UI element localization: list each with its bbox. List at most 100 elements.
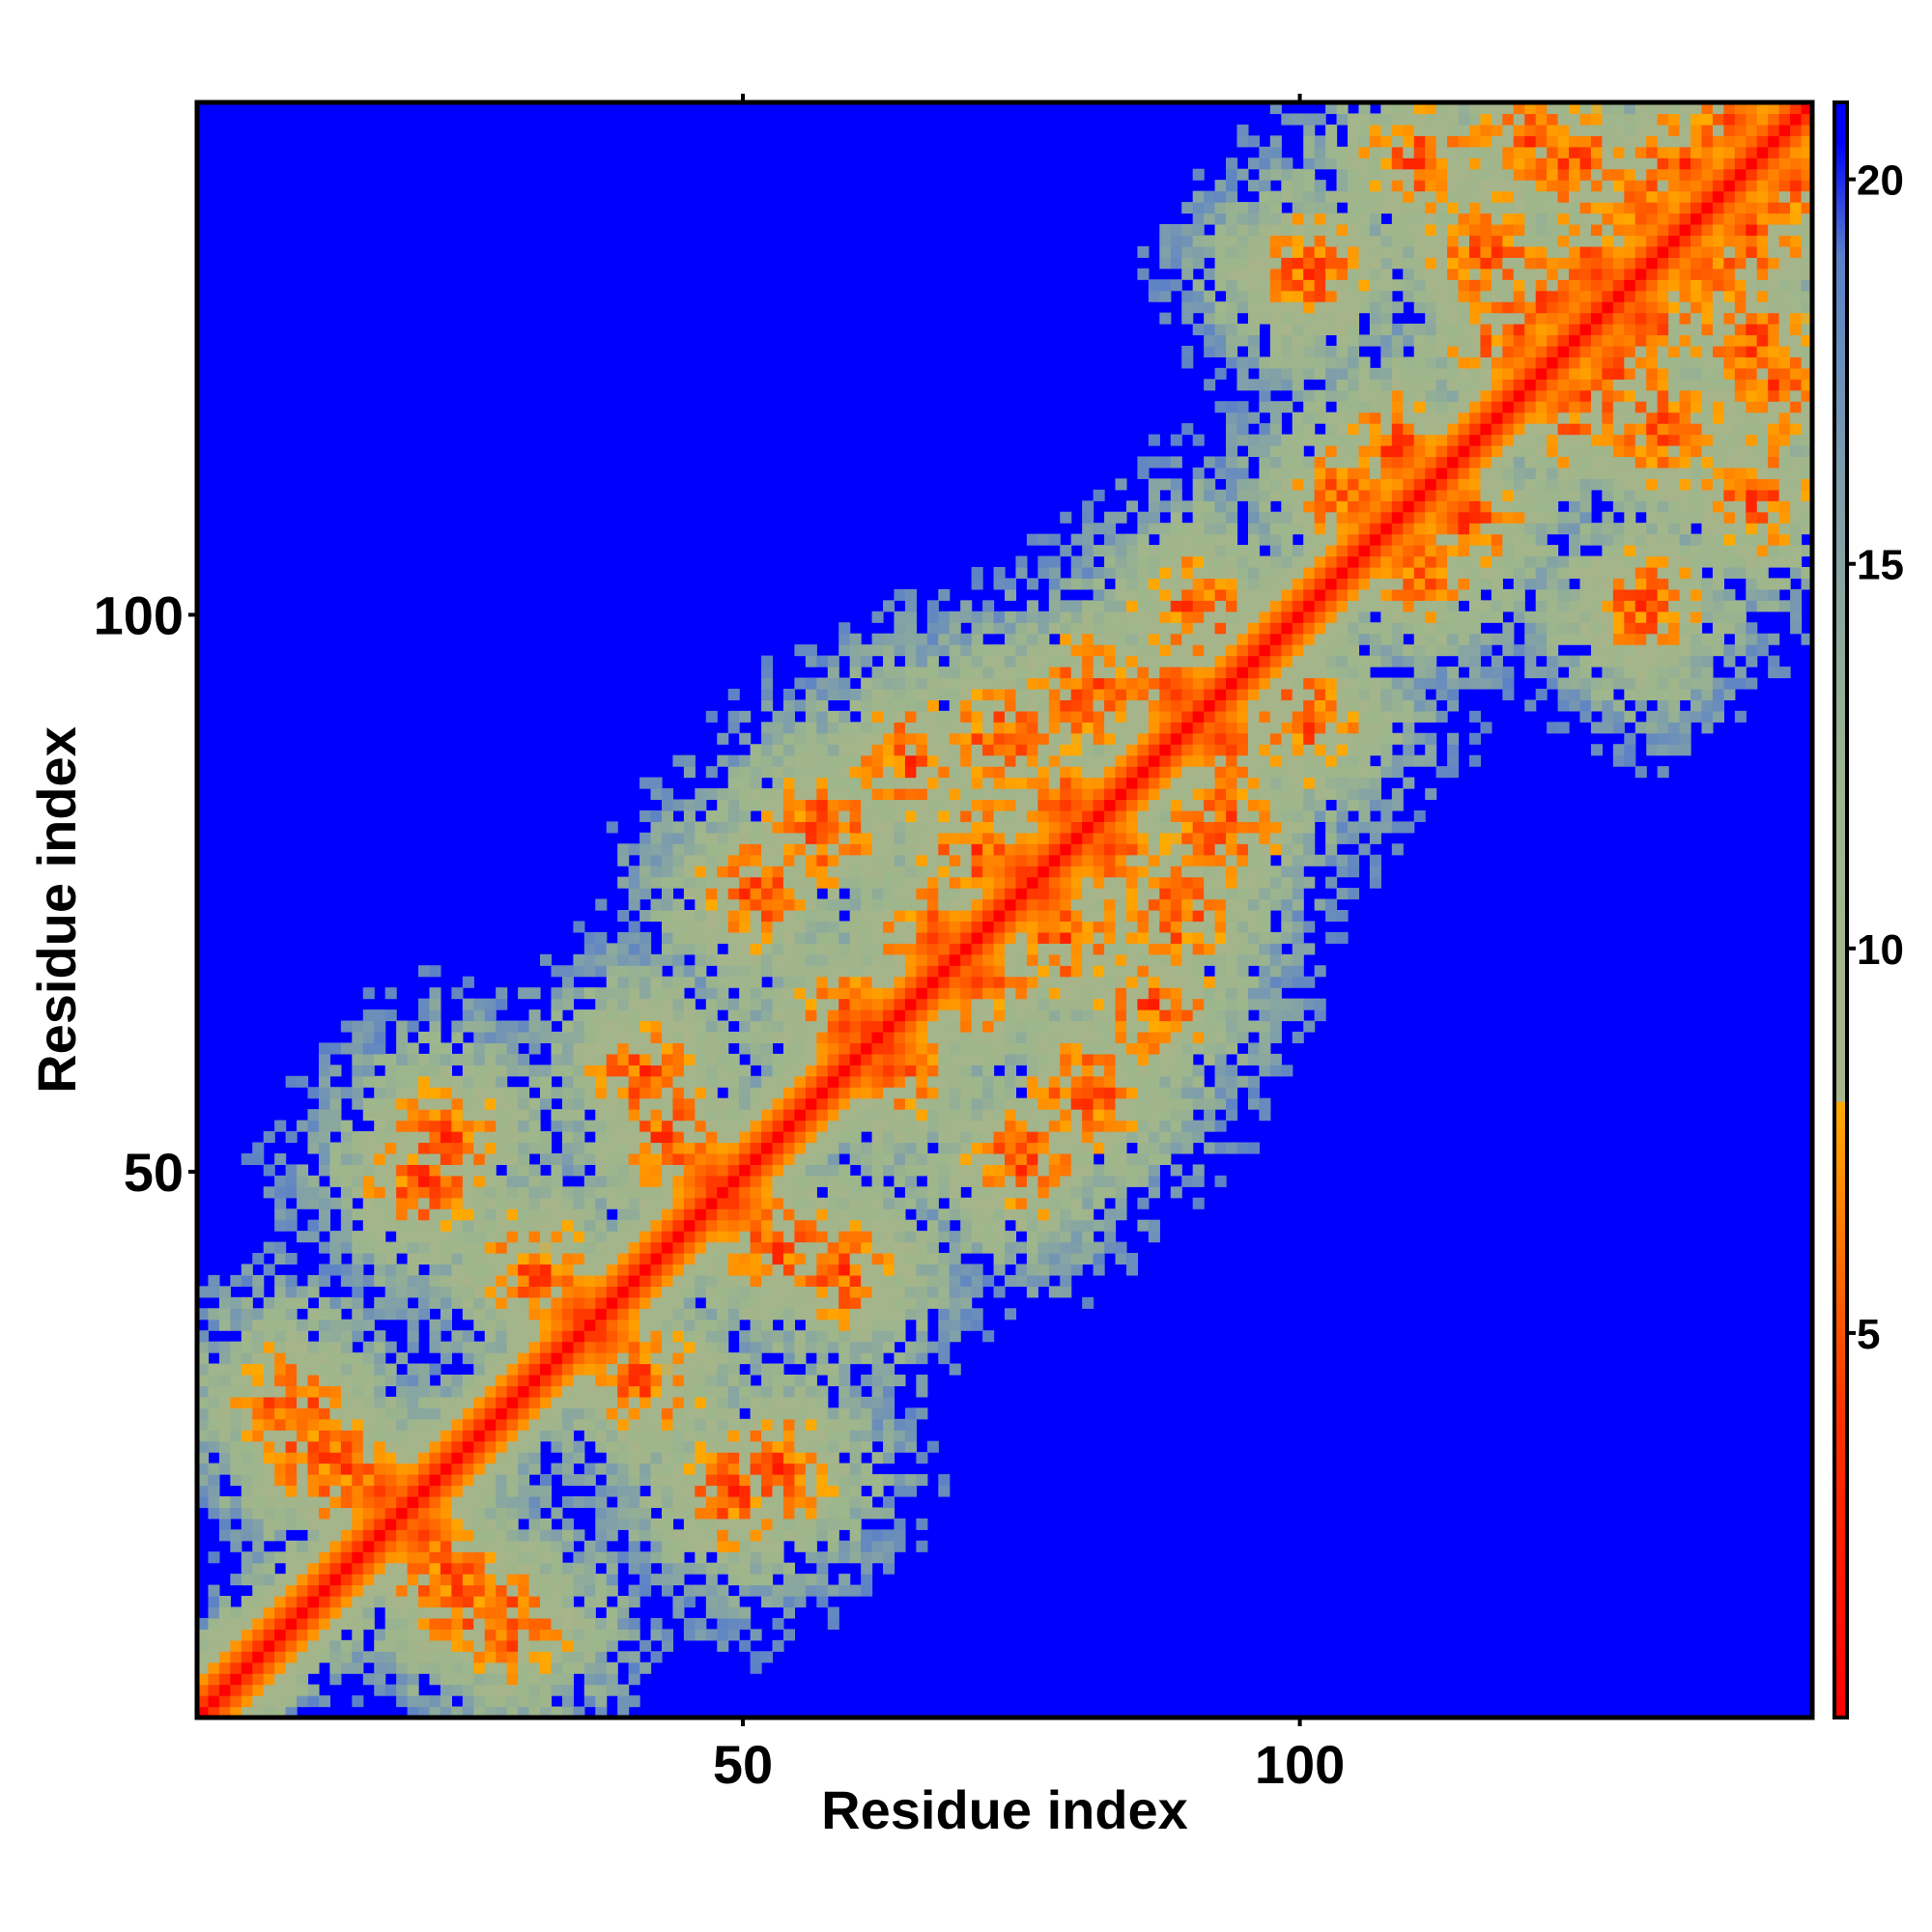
heatmap-cell	[606, 1562, 618, 1575]
heatmap-cell	[551, 1152, 563, 1165]
heatmap-cell	[727, 1518, 740, 1530]
heatmap-cell	[1060, 511, 1072, 524]
heatmap-cell	[838, 931, 851, 944]
heatmap-cell	[1037, 1152, 1050, 1165]
heatmap-cell	[904, 1418, 917, 1431]
heatmap-cell	[551, 1053, 563, 1065]
heatmap-cell	[971, 810, 983, 822]
heatmap-cell	[307, 1440, 320, 1453]
heatmap-cell	[695, 1274, 707, 1287]
heatmap-cell	[561, 1684, 574, 1696]
heatmap-cell	[805, 1319, 817, 1331]
heatmap-cell	[396, 1662, 409, 1674]
heatmap-cell	[362, 1075, 375, 1088]
heatmap-cell	[739, 1264, 752, 1276]
heatmap-cell	[782, 1253, 796, 1265]
heatmap-cell	[717, 1042, 729, 1055]
heatmap-cell	[993, 744, 1006, 756]
heatmap-cell	[1005, 677, 1017, 690]
heatmap-cell	[218, 1407, 231, 1420]
heatmap-cell	[639, 1219, 652, 1232]
heatmap-cell	[871, 710, 884, 723]
heatmap-cell	[761, 1518, 774, 1530]
heatmap-cell	[639, 1075, 652, 1088]
heatmap-cell	[650, 854, 663, 867]
heatmap-cell	[727, 1562, 740, 1575]
heatmap-cell	[750, 910, 762, 923]
heatmap-cell	[285, 1396, 298, 1408]
heatmap-cell	[871, 1319, 884, 1331]
heatmap-cell	[904, 1286, 917, 1298]
heatmap-cell	[805, 1186, 817, 1199]
heatmap-cell	[883, 1286, 895, 1298]
heatmap-cell	[352, 1540, 364, 1552]
heatmap-cell	[871, 1164, 884, 1177]
heatmap-cell	[384, 1197, 397, 1209]
heatmap-cell	[871, 1241, 884, 1254]
heatmap-cell	[949, 1286, 961, 1298]
heatmap-cell	[794, 1574, 807, 1586]
heatmap-cell	[1015, 943, 1028, 955]
heatmap-cell	[340, 1651, 353, 1663]
heatmap-cell	[628, 1363, 640, 1376]
heatmap-cell	[583, 1231, 596, 1243]
heatmap-cell	[484, 1418, 497, 1431]
heatmap-cell	[595, 1296, 608, 1309]
heatmap-cell	[528, 1075, 541, 1088]
heatmap-cell	[904, 677, 917, 690]
heatmap-cell	[540, 1596, 553, 1608]
heatmap-cell	[307, 1662, 320, 1674]
heatmap-cell	[960, 1087, 973, 1099]
heatmap-cell	[904, 732, 917, 745]
heatmap-cell	[816, 1042, 829, 1055]
heatmap-cell	[683, 821, 696, 834]
heatmap-cell	[208, 1418, 220, 1431]
heatmap-cell	[916, 1518, 928, 1530]
heatmap-cell	[352, 1241, 364, 1254]
heatmap-cell	[396, 1120, 409, 1132]
heatmap-cell	[982, 1231, 995, 1243]
heatmap-cell	[462, 1374, 474, 1387]
heatmap-cell	[727, 1197, 740, 1209]
heatmap-cell	[661, 1109, 674, 1122]
heatmap-cell	[926, 1253, 939, 1265]
heatmap-cell	[208, 1639, 220, 1652]
heatmap-cell	[208, 1651, 220, 1663]
heatmap-cell	[705, 888, 718, 900]
heatmap-cell	[551, 1396, 563, 1408]
heatmap-cell	[1015, 1031, 1028, 1044]
heatmap-cell	[218, 1286, 231, 1298]
heatmap-cell	[993, 1042, 1006, 1055]
heatmap-cell	[528, 1363, 541, 1376]
heatmap-cell	[672, 998, 685, 1010]
heatmap-cell	[374, 1330, 386, 1343]
heatmap-cell	[916, 1308, 928, 1321]
heatmap-cell	[1026, 622, 1038, 635]
heatmap-cell	[894, 722, 906, 734]
heatmap-cell	[827, 799, 839, 811]
heatmap-cell	[650, 1152, 663, 1165]
heatmap-cell	[871, 1087, 884, 1099]
heatmap-cell	[705, 1053, 718, 1065]
heatmap-cell	[982, 1152, 995, 1165]
heatmap-cell	[473, 1120, 486, 1132]
heatmap-cell	[827, 1208, 839, 1221]
heatmap-cell	[396, 1109, 409, 1122]
heatmap-cell	[484, 1264, 497, 1276]
heatmap-cell	[484, 1452, 497, 1464]
heatmap-cell	[717, 1253, 729, 1265]
heatmap-cell	[462, 1087, 474, 1099]
heatmap-cell	[916, 1286, 928, 1298]
heatmap-cell	[639, 1120, 652, 1132]
heatmap-cell	[407, 1673, 419, 1686]
heatmap-cell	[727, 1440, 740, 1453]
heatmap-cell	[794, 1142, 807, 1154]
heatmap-cell	[960, 1075, 973, 1088]
heatmap-cell	[960, 799, 973, 811]
heatmap-cell	[606, 1617, 618, 1630]
heatmap-cell	[285, 1463, 298, 1475]
heatmap-cell	[916, 832, 928, 844]
heatmap-cell	[1060, 998, 1072, 1010]
heatmap-cell	[816, 1418, 829, 1431]
heatmap-cell	[252, 1574, 265, 1586]
